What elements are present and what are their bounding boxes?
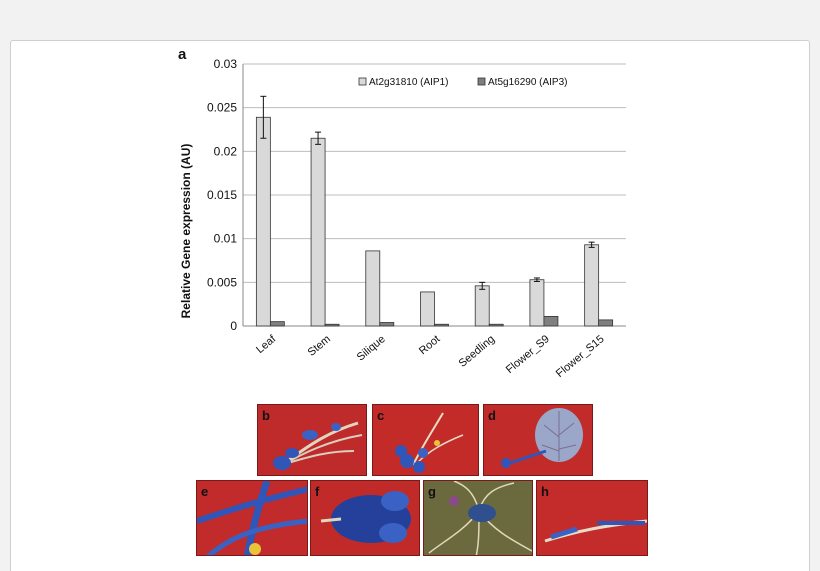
x-tick-label: Silique <box>355 333 388 363</box>
photo-panel-g: g <box>423 480 533 556</box>
bar <box>269 321 285 327</box>
bar <box>420 291 435 327</box>
x-tick-label: Stem <box>306 333 333 359</box>
y-tick-label: 0.03 <box>214 57 238 71</box>
photo-panel-c: c <box>372 404 479 476</box>
figure: a Relative Gene expression (AU) 0 0.005 0.… <box>176 46 651 556</box>
leaf-stain-image <box>501 408 583 468</box>
root-stain-image <box>424 481 532 555</box>
bar <box>488 323 504 327</box>
y-tick-labels: 0 0.005 0.01 0.015 0.02 0.025 0.03 <box>207 57 237 333</box>
bar <box>474 285 490 327</box>
x-tick-label: Leaf <box>254 333 279 357</box>
photo-label-d: d <box>488 408 496 423</box>
photo-panel-b: b <box>257 404 367 476</box>
legend-swatch <box>358 77 367 86</box>
bar <box>255 116 271 327</box>
bar <box>529 279 545 327</box>
y-tick-label: 0.025 <box>207 101 237 115</box>
y-tick-label: 0 <box>230 319 237 333</box>
photo-label-f: f <box>315 484 320 499</box>
bar <box>324 323 340 327</box>
bar <box>584 244 600 327</box>
bars <box>255 95 614 327</box>
x-tick-label: Root <box>417 333 443 357</box>
legend-entry: At5g16290 (AIP3) <box>488 77 568 88</box>
bar <box>598 319 614 327</box>
rosette-stain-image <box>395 412 464 473</box>
y-axis-label: Relative Gene expression (AU) <box>179 144 193 319</box>
bar <box>434 323 449 327</box>
bar-chart: Relative Gene expression (AU) 0 0.005 0.01… <box>179 57 626 381</box>
photo-label-e: e <box>201 484 209 499</box>
photo-panel-e: e <box>196 480 308 556</box>
photo-label-c: c <box>377 408 385 423</box>
photo-panel-f: f <box>310 480 420 556</box>
photo-label-g: g <box>428 484 436 499</box>
y-tick-label: 0.015 <box>207 188 237 202</box>
x-tick-label: Flower_S15 <box>554 333 607 380</box>
bar <box>365 250 381 327</box>
gridlines <box>242 63 626 327</box>
legend-swatch <box>477 77 486 86</box>
vein-stain-image <box>197 481 307 555</box>
x-tick-labels: Leaf Stem Silique Root Seedling Flower_S9 Flow… <box>254 333 606 381</box>
y-tick-label: 0.01 <box>214 232 238 246</box>
photo-panel-d: d <box>483 404 593 476</box>
y-tick-label: 0.02 <box>214 144 238 158</box>
seedling-stain-image <box>273 421 363 470</box>
panel-a-label: a <box>178 46 187 63</box>
photo-label-h: h <box>541 484 549 499</box>
bar <box>379 322 395 327</box>
photo-panel-h: h <box>536 480 648 556</box>
bar <box>543 315 559 327</box>
photo-label-b: b <box>262 408 270 423</box>
flower-stain-image <box>320 491 411 543</box>
x-tick-label: Seedling <box>457 333 498 370</box>
y-tick-label: 0.005 <box>207 275 237 289</box>
silique-stain-image <box>544 519 647 543</box>
x-tick-label: Flower_S9 <box>504 333 552 376</box>
legend: At2g31810 (AIP1) At5g16290 (AIP3) <box>358 77 568 88</box>
bar <box>310 137 326 327</box>
legend-entry: At2g31810 (AIP1) <box>369 77 449 88</box>
